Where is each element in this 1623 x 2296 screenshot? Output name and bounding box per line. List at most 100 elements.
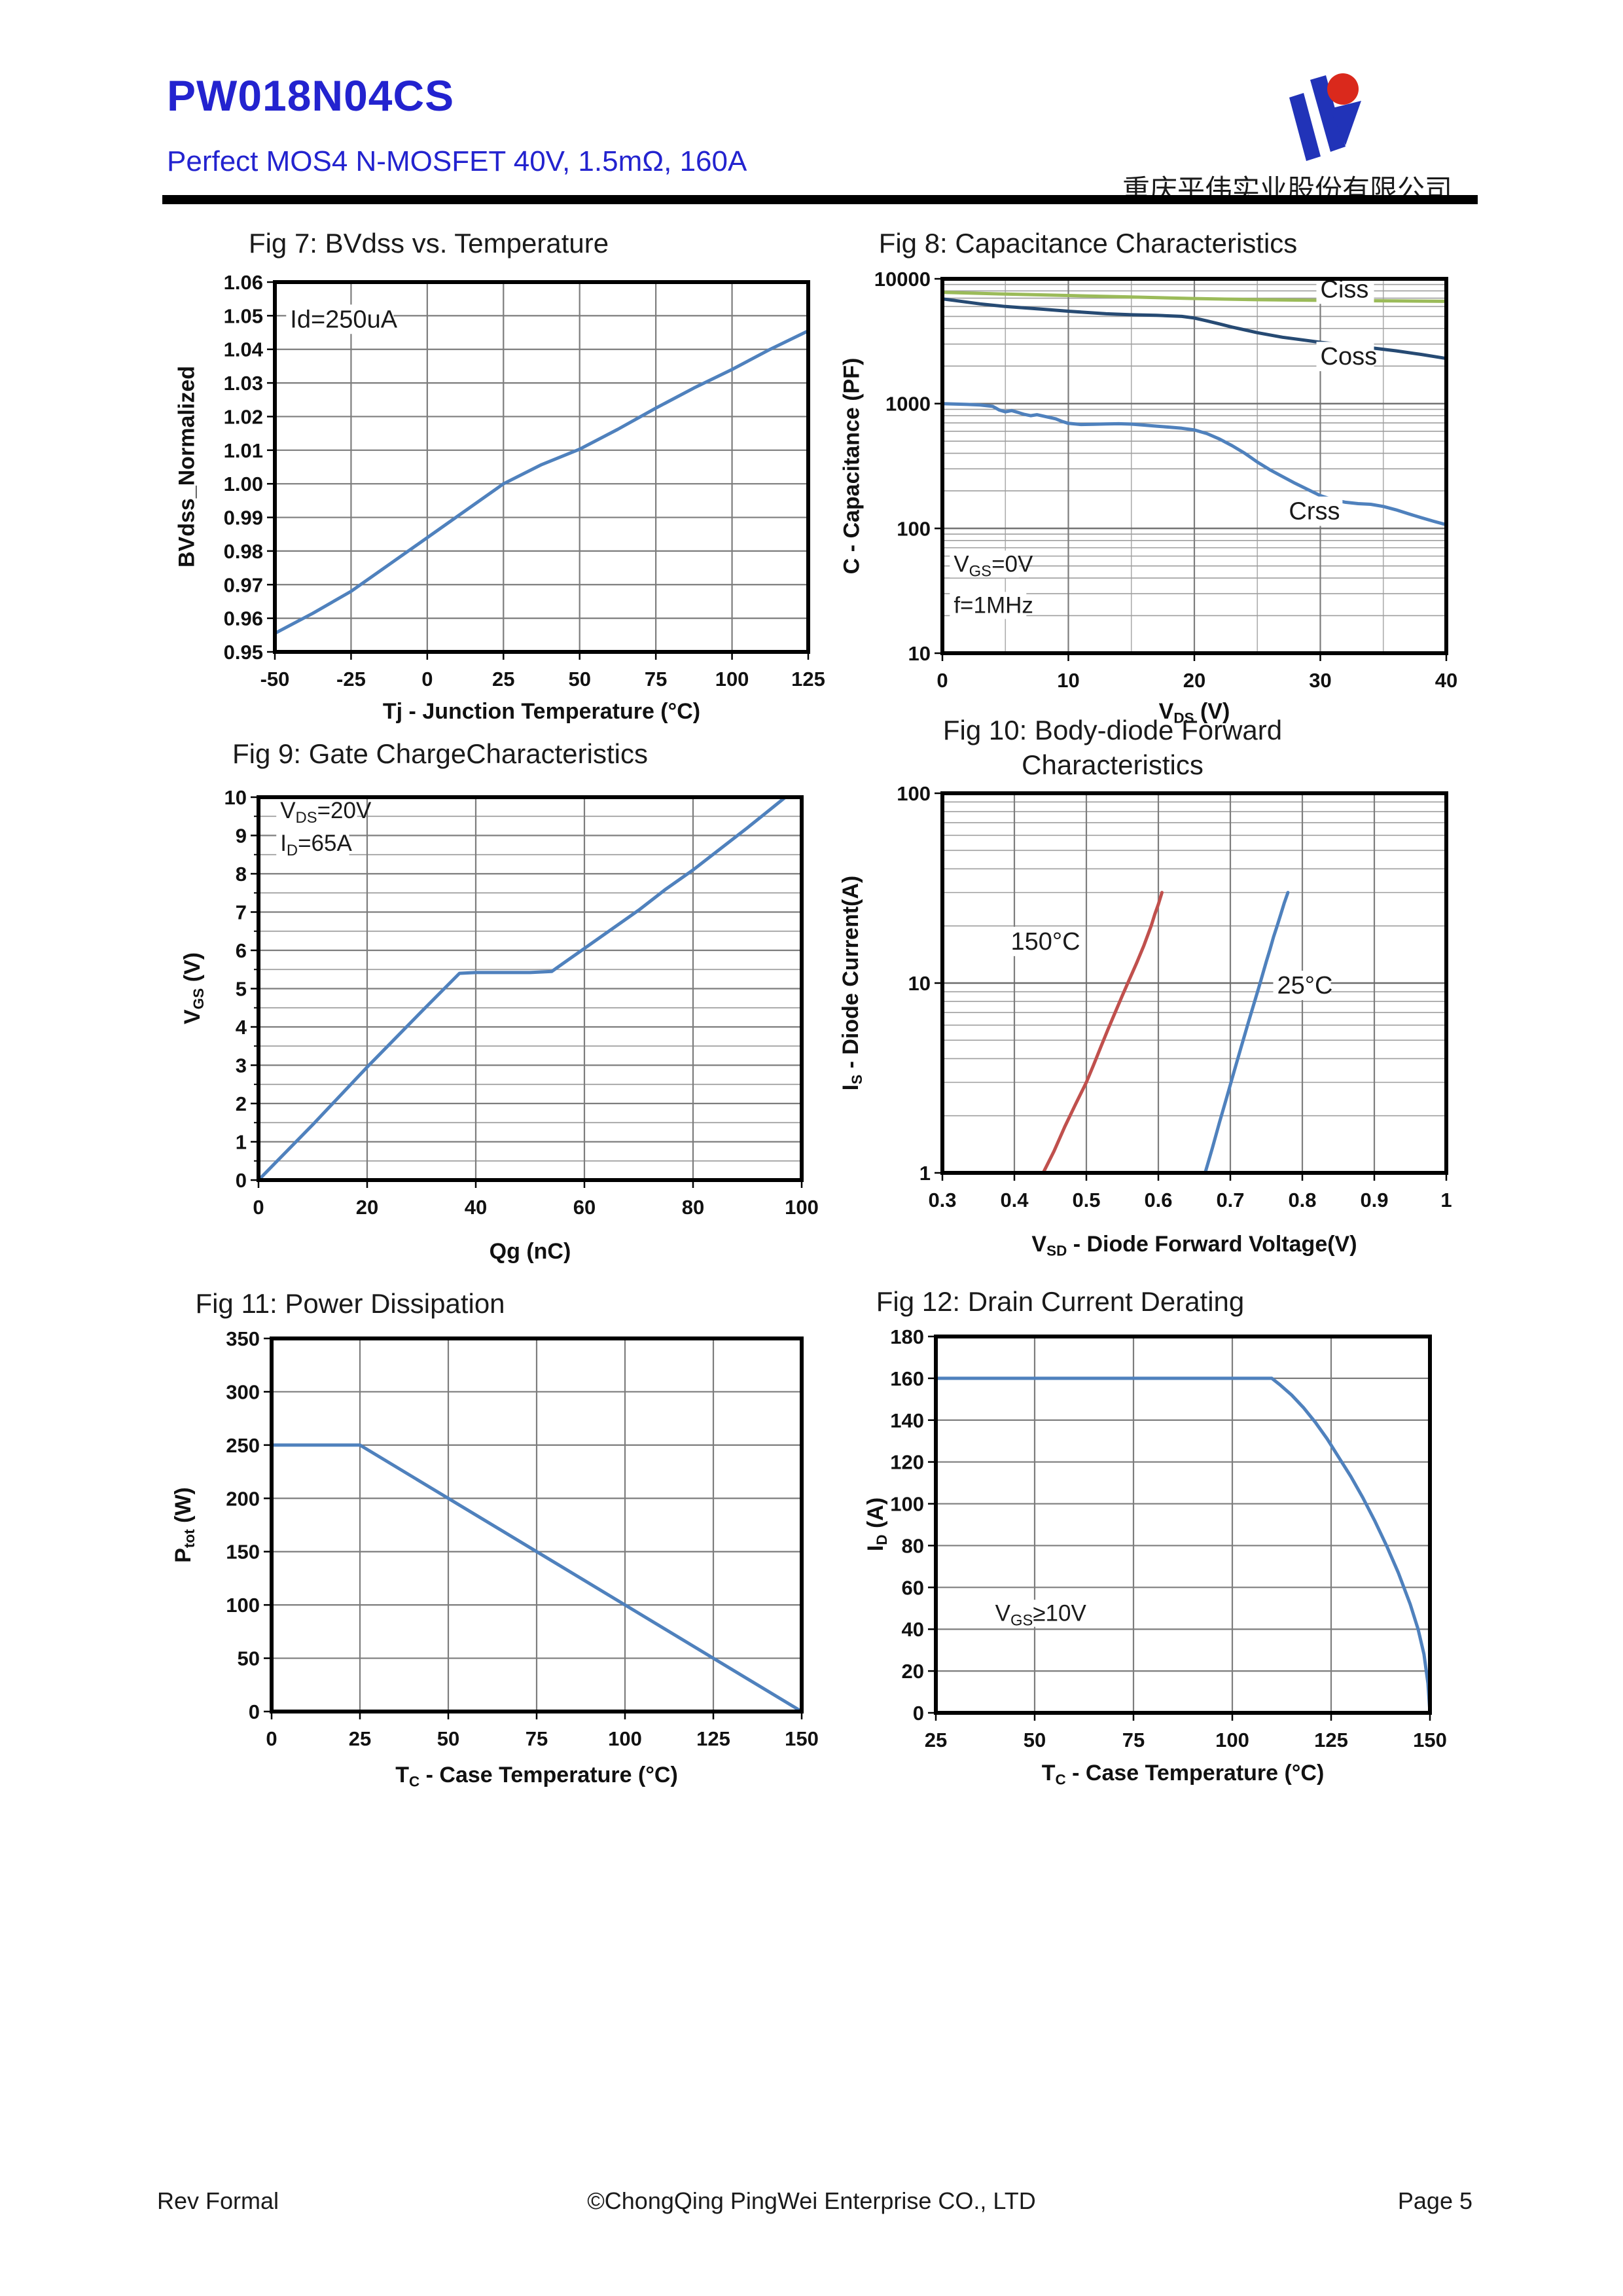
svg-text:50: 50 bbox=[238, 1647, 260, 1670]
svg-text:25: 25 bbox=[349, 1727, 371, 1750]
svg-text:Coss: Coss bbox=[1321, 343, 1378, 370]
svg-text:80: 80 bbox=[902, 1534, 924, 1557]
svg-text:10: 10 bbox=[908, 972, 931, 995]
svg-text:100: 100 bbox=[1215, 1729, 1249, 1751]
svg-text:0.3: 0.3 bbox=[928, 1189, 956, 1211]
company-logo-icon bbox=[1289, 73, 1361, 161]
svg-text:0.8: 0.8 bbox=[1288, 1189, 1316, 1211]
fig8-x-axis-label: VDS (V) bbox=[1158, 699, 1230, 726]
svg-text:0: 0 bbox=[421, 668, 433, 691]
svg-text:1000: 1000 bbox=[885, 393, 931, 416]
svg-text:VDS=20V: VDS=20V bbox=[280, 798, 372, 827]
header-rule bbox=[162, 195, 1478, 204]
logo-bar-left bbox=[1289, 93, 1321, 161]
fig11-x-axis-label: TC - Case Temperature (°C) bbox=[395, 1763, 678, 1790]
svg-text:f=1MHz: f=1MHz bbox=[954, 593, 1033, 619]
svg-text:8: 8 bbox=[236, 863, 247, 886]
svg-text:125: 125 bbox=[1314, 1729, 1348, 1751]
svg-text:0: 0 bbox=[936, 669, 948, 692]
svg-text:50: 50 bbox=[568, 668, 590, 691]
svg-text:1.04: 1.04 bbox=[224, 338, 264, 361]
svg-text:9: 9 bbox=[236, 825, 247, 848]
svg-text:30: 30 bbox=[1309, 669, 1331, 692]
svg-text:20: 20 bbox=[902, 1660, 924, 1683]
svg-text:60: 60 bbox=[573, 1196, 596, 1219]
svg-text:Id=250uA: Id=250uA bbox=[290, 306, 397, 333]
svg-text:0.96: 0.96 bbox=[224, 607, 263, 630]
svg-text:150: 150 bbox=[226, 1541, 260, 1564]
svg-text:1.00: 1.00 bbox=[224, 473, 263, 495]
svg-text:40: 40 bbox=[902, 1618, 924, 1641]
svg-text:20: 20 bbox=[1183, 669, 1205, 692]
logo-triangle bbox=[1330, 101, 1361, 145]
svg-text:0.97: 0.97 bbox=[224, 573, 263, 596]
fig10-section: Fig 10: Body-diode Forward Characteristi… bbox=[838, 708, 1538, 1278]
svg-text:40: 40 bbox=[465, 1196, 487, 1219]
svg-text:150: 150 bbox=[1413, 1729, 1447, 1751]
svg-text:100: 100 bbox=[890, 1493, 924, 1516]
fig7-section: Fig 7: BVdss vs. Temperature BVdss_Norma… bbox=[151, 221, 844, 745]
svg-text:0: 0 bbox=[249, 1700, 260, 1723]
svg-text:80: 80 bbox=[682, 1196, 704, 1219]
svg-text:1: 1 bbox=[919, 1162, 931, 1185]
svg-text:1: 1 bbox=[1440, 1189, 1452, 1211]
fig10-plot: 150°C 25°C 0.3 0.4 0.5 0.6 0.7 0.8 0.9 1 1 10 100 bbox=[897, 782, 1452, 1211]
svg-text:4: 4 bbox=[236, 1016, 247, 1039]
svg-text:25: 25 bbox=[492, 668, 514, 691]
svg-text:0.6: 0.6 bbox=[1144, 1189, 1172, 1211]
fig10-title: Fig 10: Body-diode Forward Characteristi… bbox=[942, 715, 1283, 780]
svg-text:Crss: Crss bbox=[1289, 498, 1340, 526]
svg-text:100: 100 bbox=[715, 668, 749, 691]
fig11-title: Fig 11: Power Dissipation bbox=[195, 1288, 505, 1319]
fig8-section: Fig 8: Capacitance Characteristics C - C… bbox=[840, 221, 1538, 745]
svg-text:6: 6 bbox=[236, 939, 247, 962]
footer-copyright: ©ChongQing PingWei Enterprise CO., LTD bbox=[587, 2187, 1036, 2214]
fig12-plot: VGS≥10V 25 50 75 100 125 150 0 20 40 60 80 100 120 140… bbox=[890, 1325, 1447, 1751]
svg-text:VGS=0V: VGS=0V bbox=[954, 551, 1033, 580]
fig11-plot: 0 25 50 75 100 125 150 0 50 100 150 200 250 300 350 bbox=[226, 1327, 819, 1750]
svg-text:1.01: 1.01 bbox=[224, 439, 263, 462]
svg-text:0.7: 0.7 bbox=[1216, 1189, 1244, 1211]
svg-text:100: 100 bbox=[897, 782, 931, 805]
svg-text:200: 200 bbox=[226, 1487, 260, 1510]
svg-text:25: 25 bbox=[925, 1729, 947, 1751]
fig8-title: Fig 8: Capacitance Characteristics bbox=[878, 228, 1298, 259]
svg-text:75: 75 bbox=[645, 668, 667, 691]
svg-text:0: 0 bbox=[913, 1702, 924, 1725]
fig11-section: Fig 11: Power Dissipation Ptot (W) 0 25 50… bbox=[151, 1282, 844, 1805]
svg-text:1: 1 bbox=[236, 1131, 247, 1154]
fig9-x-axis-label: Qg (nC) bbox=[489, 1239, 571, 1264]
footer-revision: Rev Formal bbox=[157, 2187, 279, 2214]
svg-text:120: 120 bbox=[890, 1451, 924, 1474]
svg-text:20: 20 bbox=[356, 1196, 378, 1219]
svg-text:0.98: 0.98 bbox=[224, 540, 263, 563]
svg-text:VGS≥10V: VGS≥10V bbox=[995, 1600, 1087, 1629]
fig7-plot: Id=250uA -50 -25 0 25 50 75 100 125 0.95 0.96 0.97 0… bbox=[224, 271, 825, 691]
svg-text:1.03: 1.03 bbox=[224, 372, 263, 395]
svg-text:ID=65A: ID=65A bbox=[280, 831, 352, 859]
svg-text:10: 10 bbox=[1057, 669, 1079, 692]
svg-text:75: 75 bbox=[1122, 1729, 1145, 1751]
fig9-title: Fig 9: Gate ChargeCharacteristics bbox=[232, 738, 648, 769]
svg-text:160: 160 bbox=[890, 1367, 924, 1390]
svg-text:150°C: 150°C bbox=[1011, 928, 1080, 956]
svg-text:0.99: 0.99 bbox=[224, 507, 263, 529]
logo-bar-middle bbox=[1310, 75, 1346, 152]
svg-text:10000: 10000 bbox=[874, 268, 931, 291]
fig7-title: Fig 7: BVdss vs. Temperature bbox=[248, 228, 609, 259]
svg-text:-50: -50 bbox=[260, 668, 290, 691]
svg-text:1.02: 1.02 bbox=[224, 405, 263, 428]
svg-text:60: 60 bbox=[902, 1576, 924, 1599]
svg-text:3: 3 bbox=[236, 1054, 247, 1077]
fig12-title: Fig 12: Drain Current Derating bbox=[876, 1286, 1245, 1317]
svg-text:0.9: 0.9 bbox=[1360, 1189, 1388, 1211]
svg-text:10: 10 bbox=[224, 786, 247, 809]
part-number: PW018N04CS bbox=[167, 71, 455, 120]
fig12-x-axis-label: TC - Case Temperature (°C) bbox=[1041, 1761, 1325, 1788]
svg-text:150: 150 bbox=[785, 1727, 819, 1750]
svg-text:1.05: 1.05 bbox=[224, 304, 263, 327]
svg-text:0: 0 bbox=[266, 1727, 277, 1750]
svg-text:100: 100 bbox=[226, 1594, 260, 1617]
svg-text:180: 180 bbox=[890, 1325, 924, 1348]
